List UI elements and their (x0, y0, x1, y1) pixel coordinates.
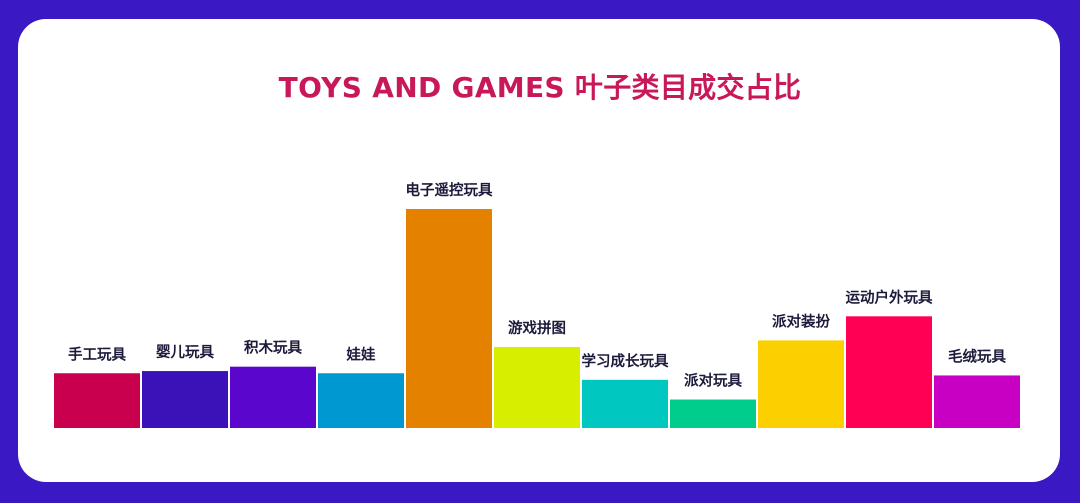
bar-10 (846, 316, 932, 428)
bar-11 (934, 375, 1020, 428)
category-label-4: 娃娃 (346, 345, 376, 363)
category-label-8: 派对玩具 (684, 372, 742, 390)
bar-6 (494, 346, 580, 428)
bar-1 (54, 373, 140, 428)
category-label-2: 婴儿玩具 (156, 344, 214, 361)
category-label-5: 电子遥控玩具 (406, 181, 493, 199)
bar-5 (406, 209, 492, 428)
bar-2 (142, 371, 228, 428)
category-label-1: 手工玩具 (68, 345, 126, 363)
bar-7 (582, 379, 668, 428)
category-label-3: 积木玩具 (244, 339, 302, 357)
bar-3 (230, 366, 316, 428)
category-label-6: 游戏拼图 (508, 319, 566, 337)
category-label-11: 毛绒玩具 (948, 347, 1006, 365)
category-label-10: 运动户外玩具 (846, 288, 933, 306)
bar-4 (318, 373, 404, 428)
chart-title: TOYS AND GAMES 叶子类目成交占比 (278, 71, 802, 104)
bars-group (54, 209, 1020, 428)
category-label-9: 派对装扮 (772, 312, 830, 330)
bar-8 (670, 399, 756, 428)
bar-9 (758, 340, 844, 428)
category-label-7: 学习成长玩具 (582, 352, 669, 370)
